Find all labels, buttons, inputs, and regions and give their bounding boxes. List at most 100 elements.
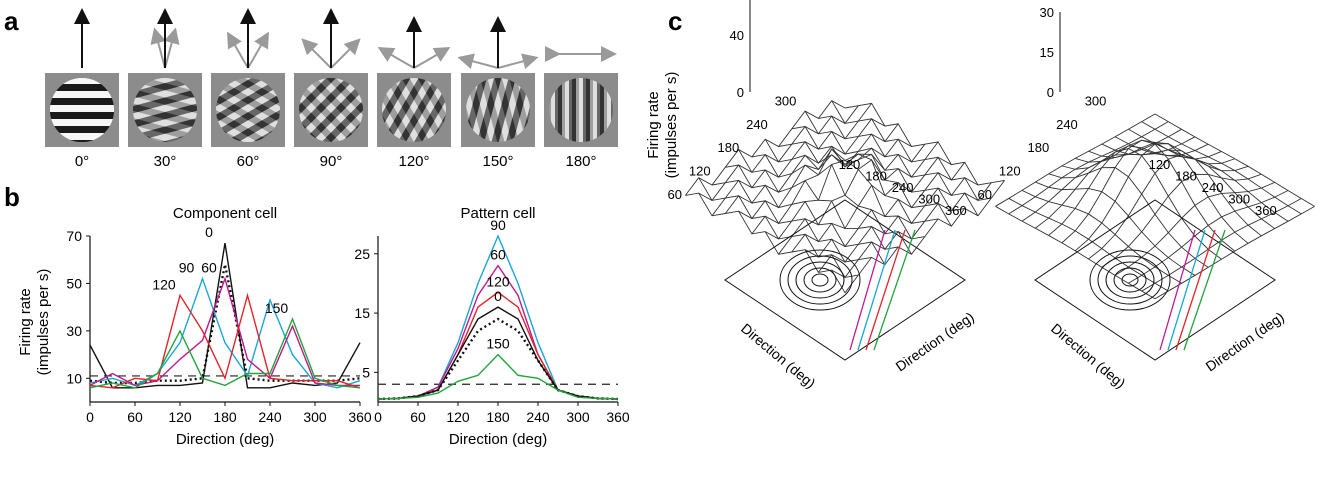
stimulus-angle-label: 180° bbox=[565, 153, 596, 170]
stimulus-angle-label: 0° bbox=[75, 153, 89, 170]
component-arrow bbox=[497, 53, 539, 69]
x-tick-label: 120 bbox=[168, 409, 192, 425]
grating-light-bar bbox=[618, 65, 625, 155]
surface-mesh-line bbox=[698, 177, 859, 278]
grating-light-bar bbox=[50, 105, 114, 112]
grating-dark-bar bbox=[597, 78, 604, 142]
grating-light-bar bbox=[411, 82, 446, 142]
grating-light-bar bbox=[133, 93, 197, 124]
chart-title: Component cell bbox=[173, 205, 277, 222]
grating-light-bar bbox=[299, 94, 347, 142]
series-label: 120 bbox=[486, 273, 510, 289]
grating-light-bar bbox=[305, 84, 363, 142]
panel-a-stimuli: 0° 30° 60° 90° 120° 150° 180° bbox=[45, 8, 625, 170]
y-tick-label: 15 bbox=[354, 305, 370, 321]
stimulus-120: 120° bbox=[377, 16, 451, 170]
grating-dark-bar bbox=[569, 78, 576, 142]
series-line-120 bbox=[89, 292, 361, 389]
stimulus-150: 150° bbox=[457, 16, 539, 170]
grating-light-bar bbox=[414, 78, 446, 136]
y-tick-label: 10 bbox=[66, 370, 82, 386]
component-arrow bbox=[457, 53, 499, 69]
chart-ylabel-line1: Firing rate bbox=[17, 288, 34, 356]
grating-light-bar bbox=[576, 78, 583, 142]
series-label: 120 bbox=[152, 276, 176, 292]
y-tick-label: 30 bbox=[66, 323, 82, 339]
series-label: 0 bbox=[205, 224, 213, 240]
surface-mesh-line bbox=[1101, 143, 1262, 237]
plaid-pattern bbox=[466, 78, 530, 142]
surface-zlabel-line2: (impulses per s) bbox=[663, 72, 680, 179]
x-axis-label: Direction (deg) bbox=[176, 431, 274, 448]
series-line-150 bbox=[89, 317, 361, 389]
pattern-cell-chart: Pattern cell 0 60 120 180 240 300 360 5 15 25 Direc… bbox=[354, 205, 629, 448]
grating-dark-bar bbox=[393, 78, 445, 142]
contour-ring bbox=[811, 273, 829, 287]
surface-mesh-line bbox=[685, 192, 846, 294]
grating-layer bbox=[50, 78, 114, 142]
grating-dark-bar bbox=[50, 140, 114, 142]
grating-light-bar bbox=[317, 78, 363, 124]
stimulus-angle-label: 120° bbox=[398, 153, 429, 170]
grating-light-bar bbox=[133, 93, 197, 124]
direction-tick-label: 240 bbox=[1202, 180, 1224, 195]
contour-ring bbox=[1097, 255, 1163, 305]
contour-ring bbox=[795, 261, 845, 299]
contour-axis-label-right: Direction (deg) bbox=[893, 309, 977, 375]
contour-ring bbox=[1105, 261, 1155, 299]
x-tick-label: 0 bbox=[374, 409, 382, 425]
component-prediction-line bbox=[849, 229, 886, 351]
series-line-0 bbox=[89, 242, 361, 389]
contour-ring bbox=[779, 249, 861, 311]
grating-dark-bar bbox=[299, 78, 360, 139]
grating-dark-bar bbox=[488, 78, 519, 142]
grating-light-bar bbox=[481, 78, 512, 142]
surface-mesh-line bbox=[1008, 198, 1169, 292]
plaid-clip bbox=[466, 78, 530, 142]
component-arrow bbox=[150, 27, 166, 69]
grating-light-bar bbox=[382, 82, 417, 142]
grating-light-bar bbox=[399, 78, 446, 142]
y-tick-label: 25 bbox=[354, 246, 370, 262]
grating-light-bar bbox=[50, 119, 114, 126]
y-tick-label: 70 bbox=[66, 228, 82, 244]
grating-dark-bar bbox=[50, 84, 114, 91]
component-prediction-line bbox=[857, 229, 896, 351]
component-prediction-line bbox=[865, 229, 906, 351]
grating-light-bar bbox=[497, 78, 528, 142]
component-arrow bbox=[377, 46, 415, 69]
grating-dark-bar bbox=[405, 79, 446, 142]
grating-light-bar bbox=[299, 78, 345, 124]
component-arrow bbox=[164, 27, 180, 69]
panel-letter-c: c bbox=[668, 6, 682, 36]
direction-tick-label: 240 bbox=[892, 180, 914, 195]
grating-light-bar bbox=[133, 80, 197, 111]
stimulus-angle-label: 90° bbox=[320, 153, 343, 170]
grating-light-bar bbox=[315, 94, 363, 142]
grating-light-bar bbox=[50, 133, 114, 140]
grating-light-bar bbox=[299, 78, 363, 142]
grating-dark-bar bbox=[216, 78, 280, 129]
surface-zlabel-line1: Firing rate bbox=[645, 91, 662, 159]
contour-axis-label-left: Direction (deg) bbox=[1048, 320, 1129, 391]
grating-light-bar bbox=[50, 78, 114, 84]
plaid-pattern bbox=[50, 78, 114, 142]
surface-mesh-line bbox=[1154, 205, 1315, 300]
grating-light-bar bbox=[216, 78, 274, 110]
stimulus-180: 180° bbox=[537, 46, 625, 170]
component-prediction-line bbox=[873, 229, 916, 351]
grating-light-bar bbox=[537, 65, 544, 155]
direction-tick-label: 120 bbox=[839, 157, 861, 172]
component-arrow bbox=[413, 46, 451, 69]
series-label: 60 bbox=[201, 260, 217, 276]
x-tick-label: 240 bbox=[258, 409, 282, 425]
stimulus-60: 60° bbox=[211, 8, 285, 170]
direction-tick-label: 300 bbox=[918, 191, 940, 206]
grating-dark-bar bbox=[217, 101, 280, 142]
z-tick-label: 30 bbox=[1040, 5, 1054, 20]
x-tick-label: 360 bbox=[606, 409, 630, 425]
grating-dark-bar bbox=[50, 98, 114, 105]
